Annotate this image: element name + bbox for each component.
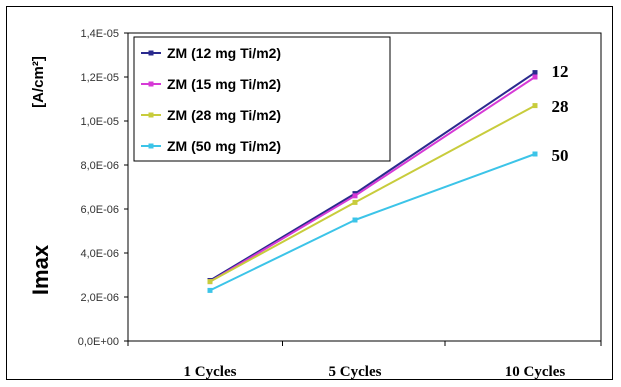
data-point — [532, 103, 538, 109]
x-tick-label: 10 Cycles — [505, 364, 566, 380]
legend-entry: ZM (12 mg Ti/m2) — [167, 45, 281, 61]
series-line — [209, 153, 536, 292]
plot-area — [127, 32, 602, 342]
y-tick-label: 8,0E-06 — [80, 160, 119, 172]
data-point — [532, 74, 538, 80]
legend — [133, 36, 391, 162]
data-point — [532, 151, 538, 157]
series-end-label: 12 — [552, 62, 569, 81]
y-tick-label: 6,0E-06 — [80, 204, 119, 216]
y-axis-label: Imax — [28, 244, 53, 295]
data-point — [207, 287, 213, 293]
y-tick-label: 1,4E-05 — [80, 28, 119, 40]
legend-marker — [148, 112, 154, 118]
data-point — [352, 193, 358, 199]
legend-entry: ZM (50 mg Ti/m2) — [167, 138, 281, 154]
y-tick-label: 1,2E-05 — [80, 72, 119, 84]
series-end-label: 50 — [552, 146, 569, 165]
y-tick-label: 1,0E-05 — [80, 116, 119, 128]
data-point — [207, 279, 213, 285]
data-point — [352, 217, 358, 223]
y-axis-unit-label: [A/cm²] — [30, 56, 47, 108]
y-tick-label: 0,0E+00 — [78, 336, 119, 348]
x-tick-label: 5 Cycles — [329, 364, 382, 380]
legend-marker — [148, 50, 154, 56]
legend-entry: ZM (15 mg Ti/m2) — [167, 76, 281, 92]
data-point — [532, 70, 538, 76]
y-tick-label: 4,0E-06 — [80, 248, 119, 260]
x-tick-label: 1 Cycles — [184, 364, 237, 380]
series-end-label: 28 — [552, 97, 569, 116]
y-tick-label: 2,0E-06 — [80, 292, 119, 304]
legend-marker — [148, 81, 154, 87]
legend-entry: ZM (28 mg Ti/m2) — [167, 107, 281, 123]
legend-marker — [148, 143, 154, 149]
data-point — [352, 199, 358, 205]
